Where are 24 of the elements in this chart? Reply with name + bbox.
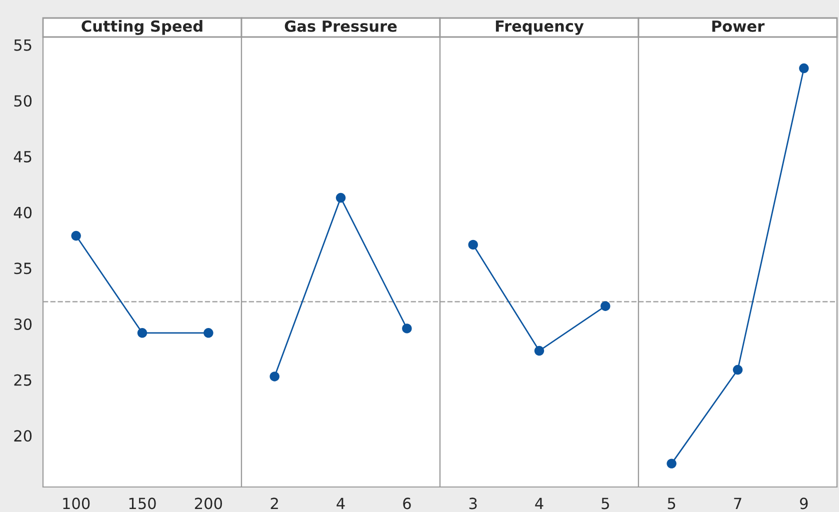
y-tick-label: 45 [14, 151, 32, 162]
x-tick-label: 5 [668, 498, 676, 510]
x-tick-label: 2 [270, 498, 278, 510]
chart-title: Gas Pressure [284, 20, 397, 32]
x-tick-label: 4 [336, 498, 345, 510]
y-tick-label: 40 [14, 206, 32, 218]
x-tick-label: 3 [469, 498, 477, 510]
y-tick-label: 35 [14, 262, 32, 274]
y-tick-label: 50 [14, 95, 32, 107]
x-tick-label: 100 [63, 498, 90, 510]
x-tick-label: 6 [403, 498, 411, 510]
chart-title: Frequency [496, 20, 584, 35]
y-tick-label: 25 [14, 374, 32, 386]
chart-title: Cutting Speed [82, 20, 202, 35]
x-tick-label: 9 [800, 498, 808, 510]
x-tick-label: 200 [194, 498, 222, 510]
y-tick-label: 55 [14, 39, 32, 51]
y-tick-label: 20 [14, 430, 32, 442]
x-tick-label: 7 [734, 498, 742, 510]
x-tick-label: 5 [602, 498, 609, 510]
chart-title: Power [712, 20, 765, 32]
x-tick-label: 150 [129, 498, 156, 510]
x-tick-label: 4 [535, 498, 544, 510]
y-tick-label: 30 [14, 318, 32, 330]
